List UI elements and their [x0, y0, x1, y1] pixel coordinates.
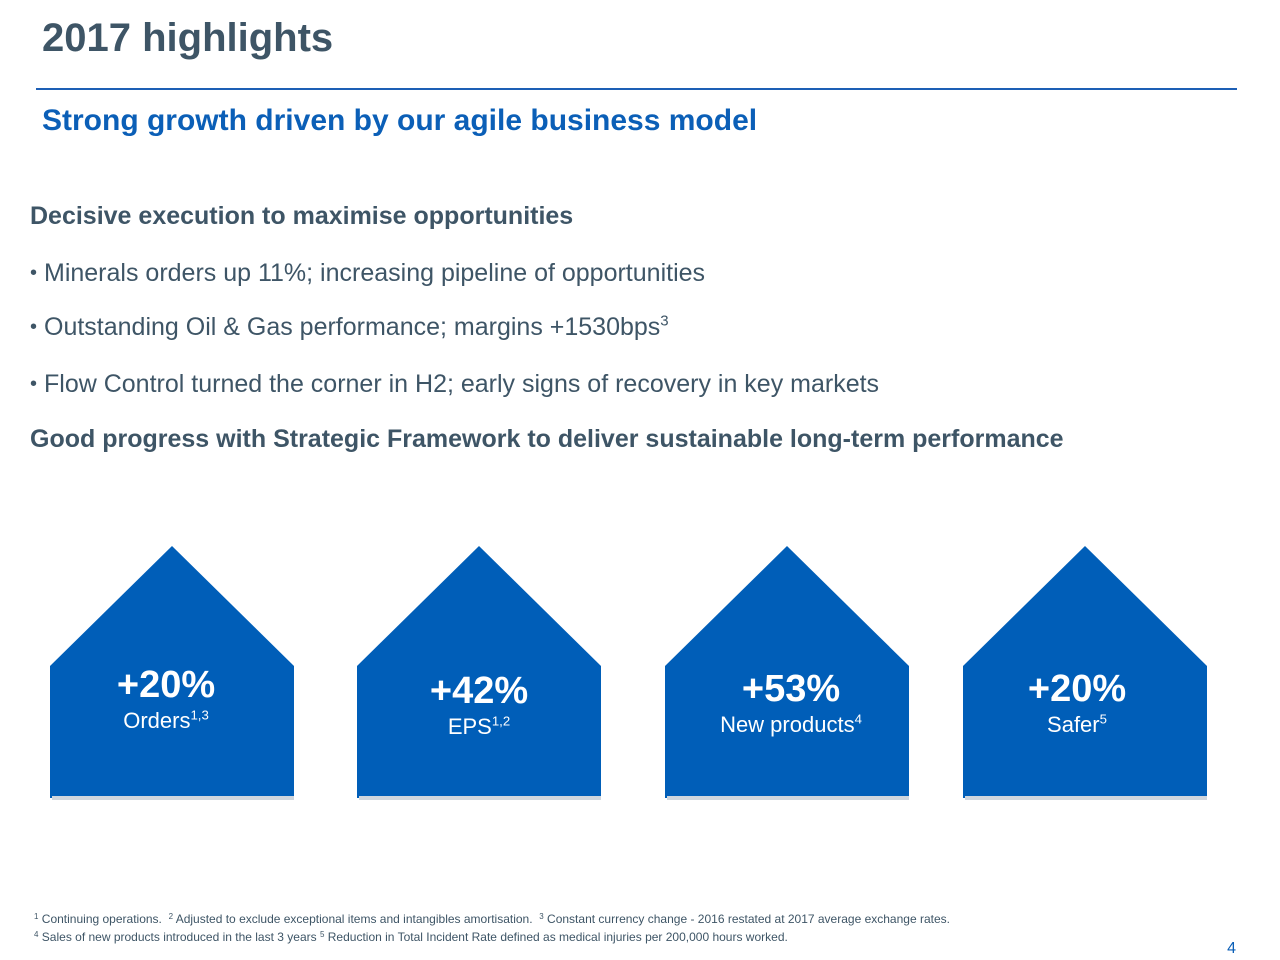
bullet-text: Minerals orders up 11%; increasing pipel… — [44, 259, 706, 287]
highlight-label-wrap: EPS1,2 — [357, 714, 601, 740]
bullet-text: Flow Control turned the corner in H2; ea… — [44, 370, 880, 398]
bullet-dot: • — [30, 262, 38, 284]
footnote-ref: 1,2 — [491, 713, 511, 729]
highlight-label-wrap: Orders1,3 — [44, 708, 288, 734]
footnotes: 1 Continuing operations. 2 Adjusted to e… — [34, 910, 950, 946]
footnote-line-2: 4 Sales of new products introduced in th… — [34, 928, 950, 946]
footnote-marker: 2 — [168, 912, 174, 921]
footnote-marker: 1 — [34, 912, 39, 921]
footnote-text: Sales of new products introduced in the … — [41, 930, 317, 944]
highlight-eps: +42% EPS1,2 — [357, 546, 601, 800]
footnote-text: Constant currency change - 2016 restated… — [547, 912, 950, 926]
footnote-ref: 5 — [1099, 711, 1107, 727]
highlight-value: +20% — [116, 664, 216, 706]
house-shape — [50, 546, 294, 800]
highlight-label: Safer — [1047, 712, 1100, 737]
bullet-minerals: • Minerals orders up 11%; increasing pipe… — [30, 259, 705, 288]
highlight-value: +53% — [741, 668, 841, 710]
house-fill — [50, 546, 294, 798]
house-fill — [665, 546, 909, 798]
highlight-label: New products — [720, 712, 855, 737]
house-shadow — [359, 796, 601, 800]
bullet-flow-control: • Flow Control turned the corner in H2; e… — [30, 370, 879, 399]
slide-subtitle: Strong growth driven by our agile busine… — [42, 104, 758, 137]
footnote-text: Reduction in Total Incident Rate defined… — [327, 930, 788, 944]
slide-title: 2017 highlights — [42, 16, 334, 60]
highlight-label: Orders — [123, 708, 191, 733]
bullet-dot: • — [30, 316, 38, 338]
highlight-value: +20% — [1027, 668, 1127, 710]
highlight-orders: +20% Orders1,3 — [50, 546, 294, 800]
highlight-label-wrap: New products4 — [669, 712, 913, 738]
bullet-dot: • — [30, 373, 38, 395]
house-shadow — [667, 796, 909, 800]
section-heading-strategy: Good progress with Strategic Framework t… — [30, 425, 1064, 453]
bullet-text: Outstanding Oil & Gas performance; margi… — [44, 313, 661, 341]
highlight-new-products: +53% New products4 — [665, 546, 909, 800]
footnote-marker: 5 — [319, 930, 325, 939]
footnote-ref: 3 — [660, 312, 669, 330]
footnote-ref: 1,3 — [190, 707, 209, 723]
house-shape — [963, 546, 1207, 800]
footnote-line-1: 1 Continuing operations. 2 Adjusted to e… — [34, 910, 950, 928]
footnote-text: Adjusted to exclude exceptional items an… — [175, 912, 533, 926]
footnote-text: Continuing operations. — [41, 912, 162, 926]
house-shadow — [965, 796, 1207, 800]
bullet-oil-gas: • Outstanding Oil & Gas performance; marg… — [30, 313, 669, 342]
house-shape — [665, 546, 909, 800]
highlight-safer: +20% Safer5 — [963, 546, 1207, 800]
highlight-label-wrap: Safer5 — [955, 712, 1199, 738]
footnote-marker: 4 — [34, 930, 39, 939]
page-number: 4 — [1227, 940, 1236, 957]
footnote-ref: 4 — [854, 711, 862, 727]
highlight-value: +42% — [429, 670, 529, 712]
highlight-label: EPS — [447, 714, 492, 739]
house-fill — [963, 546, 1207, 798]
house-fill — [357, 546, 601, 798]
house-shape — [357, 546, 601, 800]
title-divider — [36, 88, 1237, 90]
section-heading-execution: Decisive execution to maximise opportuni… — [30, 202, 574, 230]
footnote-marker: 3 — [539, 912, 544, 921]
house-shadow — [52, 796, 294, 800]
